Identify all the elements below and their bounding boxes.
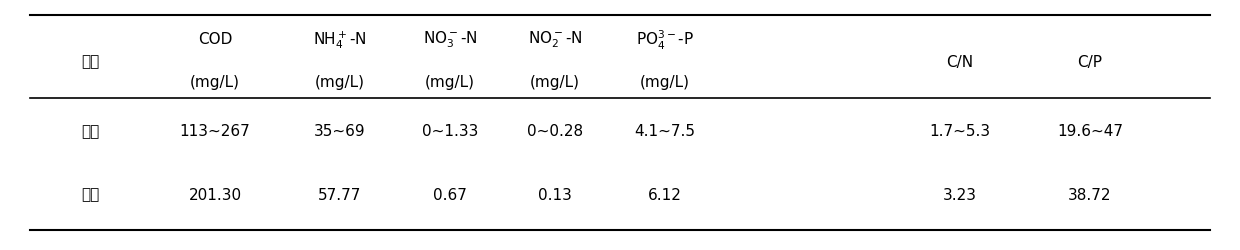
Text: 0~0.28: 0~0.28 <box>527 124 583 140</box>
Text: 3.23: 3.23 <box>942 188 977 202</box>
Text: C/P: C/P <box>1078 54 1102 70</box>
Text: NO$_3^-$-N: NO$_3^-$-N <box>423 30 477 50</box>
Text: (mg/L): (mg/L) <box>529 76 580 90</box>
Text: (mg/L): (mg/L) <box>190 76 241 90</box>
Text: 0.13: 0.13 <box>538 188 572 202</box>
Text: 范围: 范围 <box>81 124 99 140</box>
Text: (mg/L): (mg/L) <box>640 76 689 90</box>
Text: NO$_2^-$-N: NO$_2^-$-N <box>528 30 583 50</box>
Text: 113~267: 113~267 <box>180 124 250 140</box>
Text: 201.30: 201.30 <box>188 188 242 202</box>
Text: 项目: 项目 <box>81 54 99 70</box>
Text: 0~1.33: 0~1.33 <box>422 124 479 140</box>
Text: 4.1~7.5: 4.1~7.5 <box>635 124 696 140</box>
Text: 6.12: 6.12 <box>649 188 682 202</box>
Text: NH$_4^+$-N: NH$_4^+$-N <box>314 29 367 51</box>
Text: 57.77: 57.77 <box>319 188 362 202</box>
Text: 19.6~47: 19.6~47 <box>1056 124 1123 140</box>
Text: 35~69: 35~69 <box>314 124 366 140</box>
Text: C/N: C/N <box>946 54 973 70</box>
Text: 38.72: 38.72 <box>1068 188 1112 202</box>
Text: 1.7~5.3: 1.7~5.3 <box>930 124 991 140</box>
Text: (mg/L): (mg/L) <box>425 76 475 90</box>
Text: 0.67: 0.67 <box>433 188 467 202</box>
Text: 均值: 均值 <box>81 188 99 202</box>
Text: PO$_4^{3-}$-P: PO$_4^{3-}$-P <box>636 28 694 52</box>
Text: (mg/L): (mg/L) <box>315 76 365 90</box>
Text: COD: COD <box>198 32 232 48</box>
